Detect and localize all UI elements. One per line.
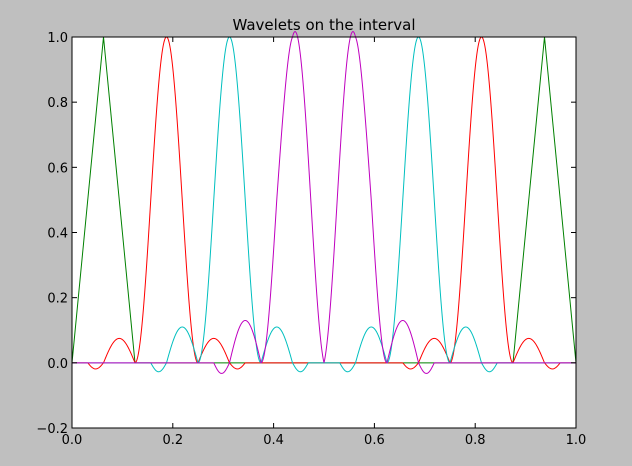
plot-area (72, 37, 576, 428)
y-tick-label: 0.8 (47, 96, 68, 111)
series-layer (71, 31, 577, 374)
series-line-3 (72, 31, 576, 374)
x-tick-label: 0.6 (364, 433, 385, 448)
x-tick-label: 0.0 (62, 433, 83, 448)
x-tick-label: 0.4 (263, 433, 284, 448)
x-tick-label: 0.8 (465, 433, 486, 448)
x-tick-label: 0.2 (162, 433, 183, 448)
y-tick-label: 0.4 (47, 227, 68, 242)
y-tick-label: 0.2 (47, 292, 68, 307)
x-tick-label: 1.0 (566, 433, 587, 448)
y-tick-label: −0.2 (36, 422, 68, 437)
y-tick-label: 0.6 (47, 161, 68, 176)
y-tick-label: 1.0 (47, 31, 68, 46)
y-tick-label: 0.0 (47, 357, 68, 372)
ticks-layer: 0.0 0.2 0.4 0.6 0.8 1.0−0.20.00.20.40.60.81.0 (36, 31, 586, 448)
chart-title: Wavelets on the interval (232, 16, 415, 34)
